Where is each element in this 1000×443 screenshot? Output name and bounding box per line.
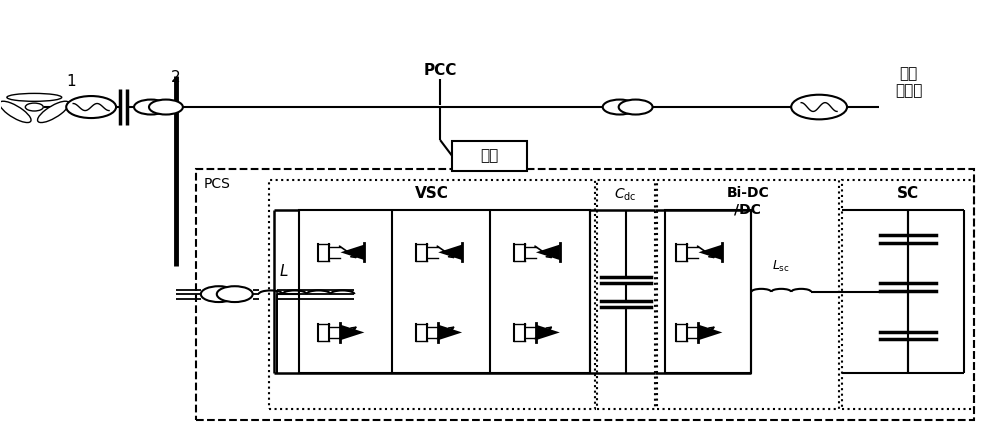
Polygon shape bbox=[698, 325, 722, 340]
Ellipse shape bbox=[7, 93, 62, 101]
Bar bbox=[452, 141, 527, 171]
Text: SC: SC bbox=[897, 187, 919, 201]
Text: Bi-DC
/DC: Bi-DC /DC bbox=[726, 187, 769, 217]
Polygon shape bbox=[438, 245, 462, 260]
Polygon shape bbox=[536, 245, 560, 260]
Text: 负荷: 负荷 bbox=[480, 148, 499, 163]
Bar bbox=[842, 180, 974, 408]
Bar bbox=[196, 169, 974, 420]
Text: 无穷
大系统: 无穷 大系统 bbox=[895, 66, 923, 98]
Text: $C_{\mathrm{dc}}$: $C_{\mathrm{dc}}$ bbox=[614, 187, 637, 203]
Text: 2: 2 bbox=[171, 70, 181, 85]
Text: VSC: VSC bbox=[415, 187, 449, 201]
Circle shape bbox=[217, 286, 253, 302]
Circle shape bbox=[619, 100, 653, 115]
Circle shape bbox=[791, 95, 847, 119]
Ellipse shape bbox=[0, 101, 31, 123]
Bar bbox=[665, 210, 751, 373]
Bar bbox=[597, 180, 655, 408]
Circle shape bbox=[66, 96, 116, 118]
Polygon shape bbox=[340, 325, 364, 340]
Ellipse shape bbox=[38, 101, 69, 123]
Polygon shape bbox=[438, 325, 462, 340]
Circle shape bbox=[25, 103, 43, 111]
Bar bbox=[657, 180, 839, 408]
Bar bbox=[269, 180, 595, 408]
Circle shape bbox=[149, 100, 183, 115]
Polygon shape bbox=[536, 325, 560, 340]
Bar bbox=[299, 210, 590, 373]
Text: PCC: PCC bbox=[423, 63, 457, 78]
Text: PCS: PCS bbox=[204, 178, 231, 191]
Polygon shape bbox=[698, 245, 722, 260]
Polygon shape bbox=[340, 245, 364, 260]
Circle shape bbox=[603, 100, 637, 115]
Circle shape bbox=[134, 100, 168, 115]
Text: $L_{\mathrm{sc}}$: $L_{\mathrm{sc}}$ bbox=[772, 259, 790, 274]
Text: $L$: $L$ bbox=[279, 263, 288, 279]
Text: 1: 1 bbox=[66, 74, 76, 89]
Circle shape bbox=[201, 286, 237, 302]
